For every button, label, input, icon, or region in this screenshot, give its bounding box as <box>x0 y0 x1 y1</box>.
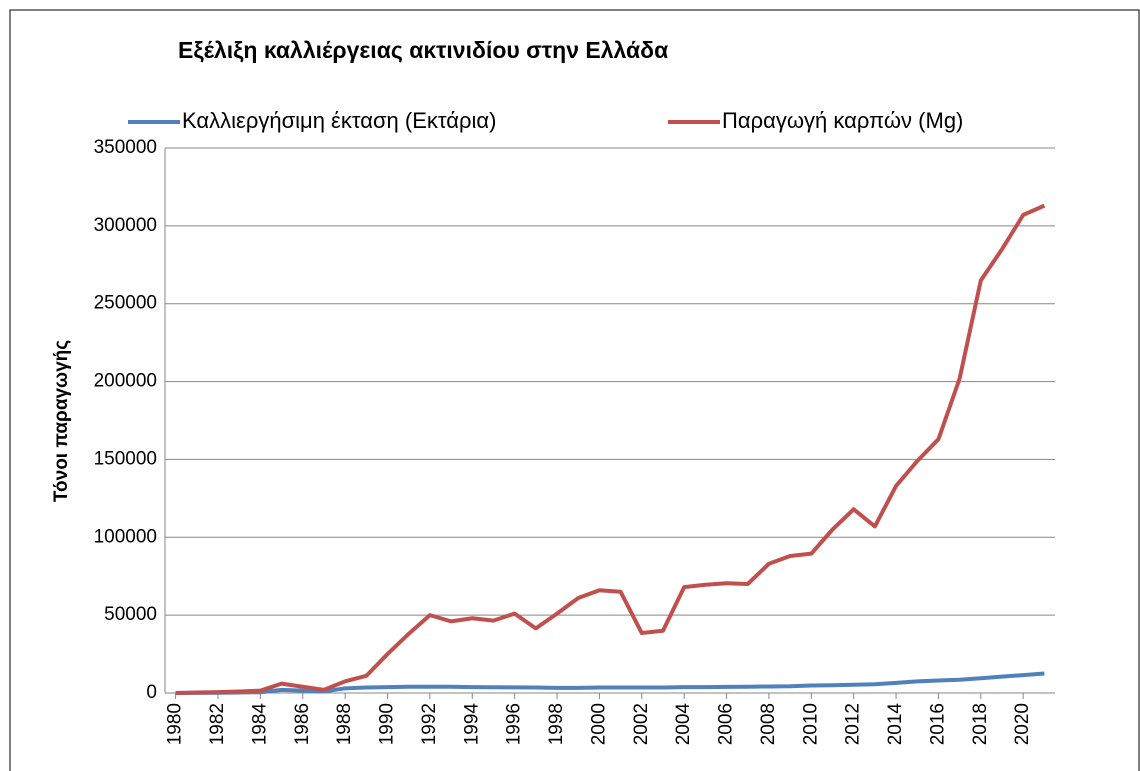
chart-frame <box>9 9 1140 771</box>
x-tick-label: 1980 <box>165 703 186 745</box>
y-tick-label: 50000 <box>104 604 157 625</box>
x-tick-label: 2010 <box>800 703 821 745</box>
x-tick-label: 1986 <box>292 703 313 745</box>
y-tick-label: 250000 <box>94 293 157 314</box>
x-tick-label: 1998 <box>546 703 567 745</box>
x-tick-label: 2006 <box>716 703 737 745</box>
y-tick-label: 200000 <box>94 371 157 392</box>
y-tick-label: 350000 <box>94 137 157 158</box>
x-tick-label: 1990 <box>377 703 398 745</box>
y-tick-label: 300000 <box>94 215 157 236</box>
x-tick-label: 2020 <box>1012 703 1033 745</box>
legend-label: Παραγωγή καρπών (Mg) <box>722 108 963 133</box>
x-tick-label: 1988 <box>334 703 355 745</box>
x-tick-label: 1996 <box>504 703 525 745</box>
x-tick-label: 2004 <box>673 703 694 746</box>
y-tick-label: 150000 <box>94 448 157 469</box>
y-axis-label: Τόνοι παραγωγής <box>51 340 72 502</box>
x-tick-label: 2000 <box>588 703 609 745</box>
y-tick-label: 100000 <box>94 526 157 547</box>
x-tick-label: 1984 <box>249 703 270 746</box>
x-tick-label: 2014 <box>885 703 906 746</box>
data-line <box>175 203 1046 695</box>
x-tick-label: 2012 <box>843 703 864 745</box>
x-tick-label: 1994 <box>461 703 482 746</box>
y-tick-label: 0 <box>146 682 157 703</box>
x-tick-label: 1992 <box>419 703 440 745</box>
x-tick-label: 2018 <box>970 703 991 745</box>
legend-label: Καλλιεργήσιμη έκταση (Εκτάρια) <box>182 108 496 133</box>
x-tick-label: 1982 <box>207 703 228 745</box>
x-tick-label: 2002 <box>631 703 652 745</box>
x-tick-label: 2008 <box>758 703 779 745</box>
x-tick-label: 2016 <box>927 703 948 745</box>
chart-title: Εξέλιξη καλλιέργειας ακτινιδίου στην Ελλ… <box>178 37 668 63</box>
